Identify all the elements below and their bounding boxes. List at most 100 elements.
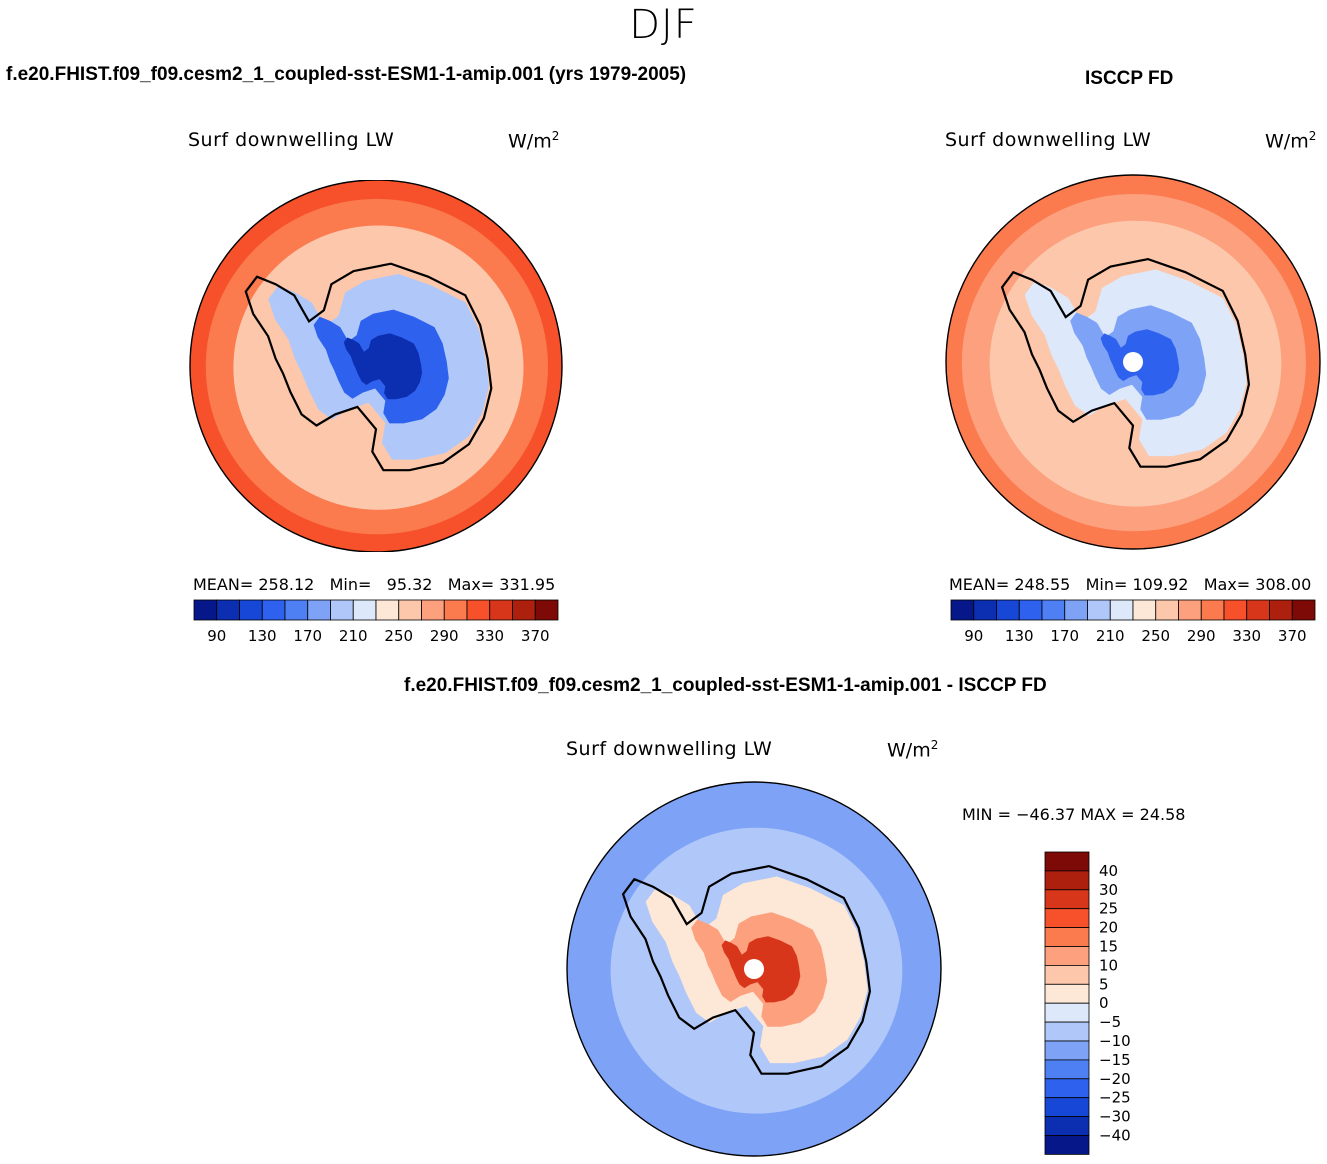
panel-3-variable-label: Surf downwelling LW bbox=[566, 738, 773, 760]
panel-3-colorbar-tick-label: −5 bbox=[1099, 1013, 1121, 1031]
panel-1-colorbar-swatch bbox=[398, 599, 422, 621]
panel-1-mean: 258.12 bbox=[258, 575, 315, 594]
panel-3-colorbar-tick-label: 20 bbox=[1099, 919, 1118, 937]
panel-3-colorbar-swatch bbox=[1044, 1078, 1090, 1099]
panel-3-stats: MIN = −46.37 MAX = 24.58 bbox=[962, 805, 1186, 824]
panel-2-title: ISCCP FD bbox=[1085, 68, 1174, 89]
panel-2-colorbar-tick-label: 370 bbox=[1278, 627, 1307, 645]
panel-3-pole-hole bbox=[744, 959, 764, 979]
panel-1-map-border bbox=[189, 180, 563, 552]
panel-3-colorbar-swatch bbox=[1044, 908, 1090, 929]
panel-2-colorbar-tick-label: 90 bbox=[964, 627, 983, 645]
panel-1-units: W/m2 bbox=[508, 129, 560, 153]
panel-3-colorbar-swatch bbox=[1044, 851, 1090, 872]
panel-1-max: 331.95 bbox=[499, 575, 556, 594]
panel-2-colorbar-swatch bbox=[1087, 599, 1111, 621]
panel-3-colorbar-tick-label: −15 bbox=[1099, 1051, 1131, 1069]
panel-1-colorbar-tick-label: 370 bbox=[521, 627, 550, 645]
panel-1-colorbar-swatch bbox=[193, 599, 218, 621]
panel-3-map-border bbox=[566, 781, 942, 1157]
panel-1-colorbar-tick-label: 130 bbox=[248, 627, 277, 645]
panel-1-rings bbox=[190, 180, 562, 552]
panel-2-stats: MEAN= 248.55 Min= 109.92 Max= 308.00 bbox=[949, 575, 1312, 594]
region-interior-minimum bbox=[343, 333, 423, 400]
panel-3-map bbox=[566, 781, 942, 1157]
panel-2-variable-label: Surf downwelling LW bbox=[945, 129, 1152, 151]
panel-1-colorbar-tick-label: 250 bbox=[384, 627, 413, 645]
panel-1-colorbar: 90 130 170 210 250 290 330 370 bbox=[193, 599, 559, 645]
panel-2-colorbar-swatch bbox=[1064, 599, 1088, 621]
panel-1-colorbar-swatch bbox=[216, 599, 240, 621]
panel-3-colorbar-swatch bbox=[1044, 965, 1090, 985]
panel-3-colorbar-tick-label: −30 bbox=[1099, 1108, 1131, 1126]
panel-2-colorbar-swatch bbox=[1041, 599, 1066, 621]
panel-2-colorbar-swatch bbox=[1109, 599, 1134, 621]
panel-1-colorbar-tick-label: 170 bbox=[293, 627, 322, 645]
panel-1-colorbar-swatch bbox=[421, 599, 445, 621]
panel-3-colorbar-swatch bbox=[1044, 1002, 1090, 1023]
panel-2-colorbar-swatch bbox=[1178, 599, 1202, 621]
panel-3-colorbar-tick-label: −20 bbox=[1099, 1070, 1131, 1088]
panel-1-colorbar-swatch bbox=[261, 599, 286, 621]
panel-3-colorbar-swatch bbox=[1044, 889, 1090, 910]
panel-1-colorbar-swatch bbox=[239, 599, 263, 621]
panel-2-colorbar-swatch bbox=[996, 599, 1020, 621]
panel-2-colorbar-tick-label: 210 bbox=[1096, 627, 1125, 645]
panel-1-colorbar-tick-label: 290 bbox=[430, 627, 459, 645]
panel-2-colorbar-tick-label: 250 bbox=[1141, 627, 1170, 645]
panel-1-title: f.e20.FHIST.f09_f09.cesm2_1_coupled-sst-… bbox=[6, 64, 687, 85]
panel-3-colorbar-swatch bbox=[1044, 946, 1090, 966]
panel-3-colorbar-swatch bbox=[1044, 983, 1090, 1004]
panel-3-coastline bbox=[621, 864, 872, 1075]
panel-3-colorbar-swatch bbox=[1044, 1116, 1090, 1136]
panel-3-colorbar-swatch bbox=[1044, 1097, 1090, 1117]
panel-3-colorbar-tick-label: 30 bbox=[1099, 881, 1118, 899]
panel-2-colorbar-tick-label: 130 bbox=[1005, 627, 1034, 645]
panel-1-variable-label: Surf downwelling LW bbox=[188, 129, 395, 151]
panel-2-map-border bbox=[945, 174, 1321, 550]
panel-3-colorbar-swatch bbox=[1044, 1040, 1090, 1061]
panel-2-colorbar-swatch bbox=[950, 599, 975, 621]
panel-2-colorbar-swatch bbox=[1223, 599, 1248, 621]
panel-1-colorbar-swatch bbox=[443, 599, 468, 621]
panel-1-colorbar-swatch bbox=[284, 599, 309, 621]
panel-1-colorbar-swatch bbox=[375, 599, 400, 621]
panel-1-colorbar-tick-label: 90 bbox=[207, 627, 226, 645]
panel-3-colorbar-swatch bbox=[1044, 1135, 1090, 1155]
panel-3-colorbar-tick-label: 10 bbox=[1099, 956, 1118, 974]
panel-2-colorbar-swatch bbox=[973, 599, 997, 621]
panel-3-colorbar-tick-label: 0 bbox=[1099, 994, 1109, 1012]
panel-2-colorbar-tick-label: 290 bbox=[1187, 627, 1216, 645]
panel-3-colorbar-tick-label: 5 bbox=[1099, 975, 1109, 993]
panel-1-min: 95.32 bbox=[386, 575, 433, 594]
panel-2-colorbar-swatch bbox=[1269, 599, 1293, 621]
panel-1-colorbar-swatch bbox=[307, 599, 331, 621]
panel-2-units: W/m2 bbox=[1265, 129, 1317, 153]
panel-2-max: 308.00 bbox=[1255, 575, 1312, 594]
panel-1-coastline bbox=[244, 262, 493, 472]
panel-1-colorbar-tick-label: 330 bbox=[475, 627, 504, 645]
panel-3-units: W/m2 bbox=[887, 738, 939, 762]
panel-2-colorbar-swatch bbox=[1200, 599, 1225, 621]
panel-3-colorbar-tick-label: −40 bbox=[1099, 1127, 1131, 1145]
panel-1-colorbar-swatch bbox=[489, 599, 513, 621]
panel-3-colorbar-tick-label: 15 bbox=[1099, 938, 1118, 956]
panel-3-colorbar-tick-label: 40 bbox=[1099, 862, 1118, 880]
panel-1-colorbar-swatch bbox=[330, 599, 354, 621]
panel-3-colorbar-swatch bbox=[1044, 927, 1090, 947]
panel-2-pole-hole bbox=[1123, 352, 1143, 372]
panel-1-colorbar-tick-label: 210 bbox=[339, 627, 368, 645]
panel-3-title: f.e20.FHIST.f09_f09.cesm2_1_coupled-sst-… bbox=[404, 675, 1047, 696]
panel-2-colorbar: 90 130 170 210 250 290 330 370 bbox=[950, 599, 1316, 645]
panel-2-mean: 248.55 bbox=[1014, 575, 1071, 594]
panel-2-map bbox=[945, 174, 1321, 550]
panel-2-min: 109.92 bbox=[1132, 575, 1189, 594]
panel-1-colorbar-swatch bbox=[466, 599, 491, 621]
panel-2-colorbar-swatch bbox=[1291, 599, 1316, 621]
panel-1-colorbar-swatch bbox=[534, 599, 559, 621]
panel-2-colorbar-tick-label: 330 bbox=[1232, 627, 1261, 645]
panel-2-colorbar-swatch bbox=[1132, 599, 1157, 621]
panel-1-colorbar-swatch bbox=[512, 599, 536, 621]
panel-1-map bbox=[189, 180, 563, 552]
